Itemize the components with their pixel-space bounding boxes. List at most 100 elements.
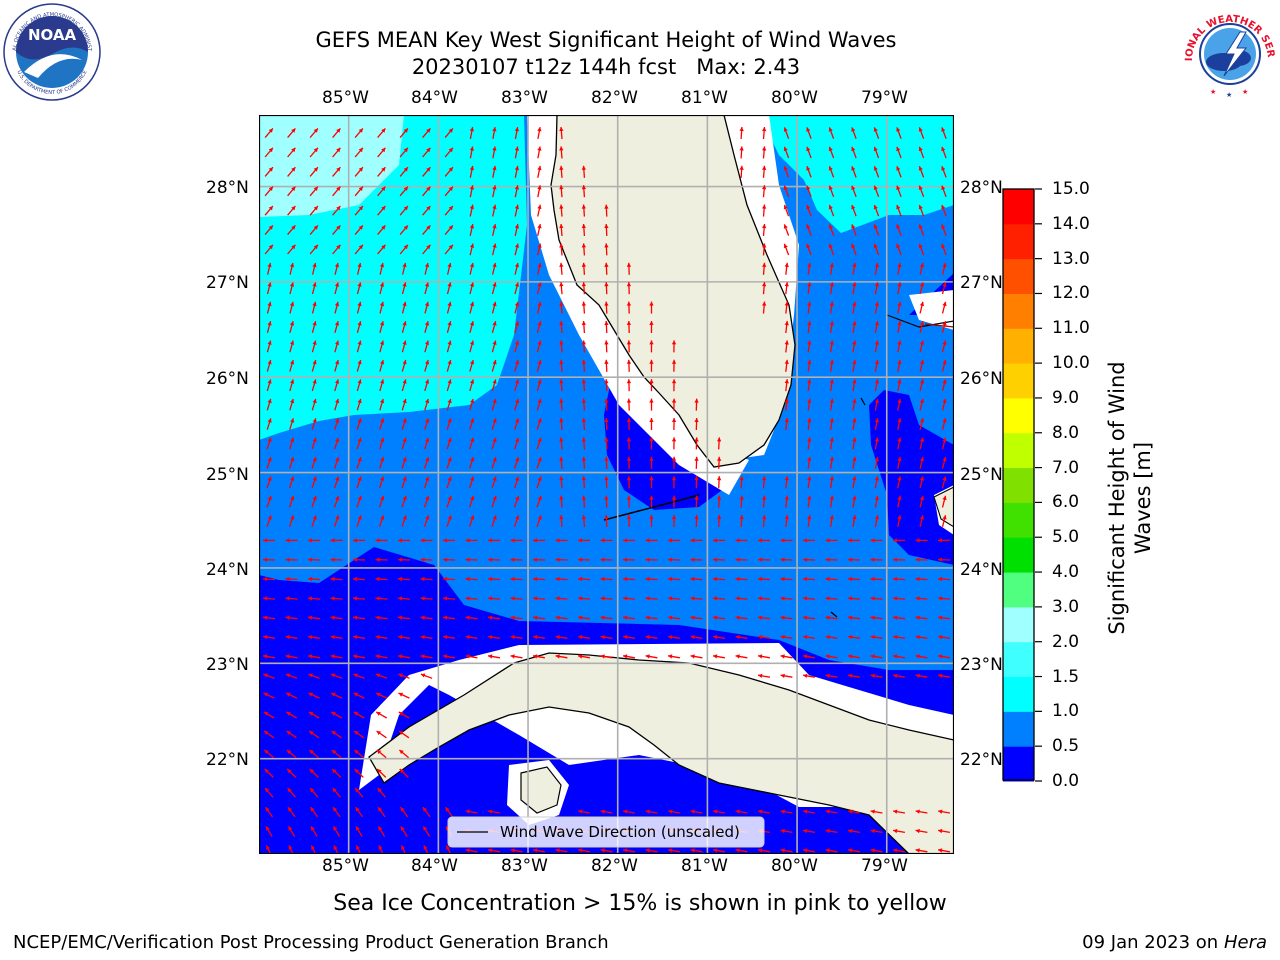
- direction-arrow-head: [378, 807, 383, 812]
- direction-arrow-head: [919, 379, 925, 384]
- direction-arrow-head: [555, 576, 560, 582]
- direction-arrow-head: [514, 263, 520, 268]
- direction-arrow-head: [852, 321, 857, 326]
- direction-arrow-head: [331, 692, 336, 697]
- direction-arrow-head: [492, 437, 497, 443]
- direction-arrow-head: [942, 476, 947, 481]
- direction-arrow-head: [290, 398, 295, 404]
- direction-arrow-head: [268, 225, 273, 230]
- direction-arrow-head: [806, 185, 811, 190]
- footer-date: 09 Jan 2023 on: [1082, 932, 1224, 953]
- direction-arrow-head: [780, 848, 785, 853]
- direction-arrow-head: [380, 437, 385, 443]
- direction-arrow-head: [874, 476, 879, 481]
- direction-arrow-head: [915, 576, 920, 582]
- direction-arrow-head: [402, 340, 407, 345]
- direction-arrow-head: [537, 457, 542, 462]
- direction-arrow-head: [308, 615, 313, 620]
- direction-arrow-head: [310, 788, 315, 793]
- direction-arrow-head: [870, 538, 875, 543]
- direction-arrow-head: [690, 576, 695, 582]
- direction-arrow-head: [671, 359, 677, 364]
- direction-arrow-head: [559, 476, 564, 481]
- direction-arrow-head: [870, 557, 875, 562]
- direction-arrow-head: [829, 282, 834, 287]
- direction-arrow-head: [870, 615, 875, 620]
- direction-arrow-head: [874, 321, 879, 326]
- direction-arrow-head: [377, 788, 382, 793]
- direction-arrow-head: [852, 301, 857, 306]
- wave-band-1.0-1.5-atlantic: [759, 115, 954, 233]
- direction-arrow-head: [897, 282, 902, 287]
- direction-arrow-head: [829, 437, 834, 442]
- direction-arrow-head: [312, 437, 317, 443]
- direction-arrow-head: [267, 495, 272, 501]
- direction-arrow-head: [559, 301, 564, 306]
- direction-arrow-head: [353, 712, 359, 716]
- direction-arrow-head: [403, 225, 408, 230]
- direction-arrow-head: [335, 515, 340, 520]
- direction-arrow-head: [694, 515, 699, 519]
- direction-arrow-head: [604, 456, 609, 461]
- lon-label-top-81w: 81°W: [681, 88, 728, 108]
- direction-arrow-head: [448, 147, 453, 153]
- direction-arrow-head: [870, 576, 875, 582]
- direction-arrow-head: [713, 596, 718, 601]
- direction-arrow-head: [783, 243, 788, 249]
- direction-arrow-head: [604, 418, 609, 423]
- direction-arrow-head: [426, 225, 431, 230]
- direction-arrow-head: [600, 809, 605, 814]
- colorbar-tick-label: 9.0: [1052, 387, 1080, 408]
- direction-arrow-head: [357, 437, 362, 443]
- direction-arrow-head: [870, 596, 875, 601]
- direction-arrow-head: [649, 456, 654, 461]
- direction-arrow-head: [310, 807, 315, 812]
- wind-wave-direction-arrows: [262, 126, 951, 854]
- direction-arrow-head: [533, 635, 538, 640]
- direction-arrow-head: [942, 340, 947, 345]
- direction-arrow-head: [333, 845, 338, 850]
- direction-arrow-head: [581, 262, 586, 267]
- direction-arrow-head: [308, 712, 314, 716]
- direction-arrow-head: [780, 809, 785, 814]
- direction-arrow-head: [375, 576, 380, 582]
- direction-arrow-head: [376, 692, 381, 697]
- footer-machine: Hera: [1223, 932, 1267, 953]
- direction-arrow-head: [510, 576, 515, 582]
- direction-arrow-head: [443, 615, 448, 620]
- direction-arrow-head: [403, 186, 408, 191]
- direction-arrow-head: [515, 418, 520, 423]
- direction-arrow-head: [358, 186, 363, 191]
- lat-label-right-27n: 27°N: [960, 273, 1003, 293]
- direction-arrow-head: [848, 538, 852, 543]
- direction-arrow-head: [874, 495, 879, 500]
- colorbar-block: [1003, 641, 1034, 678]
- direction-arrow-head: [285, 596, 290, 601]
- direction-arrow-head: [829, 301, 834, 306]
- direction-arrow-head: [807, 359, 812, 364]
- colorbar-tick-label: 0.5: [1052, 736, 1080, 757]
- direction-arrow-head: [874, 398, 879, 403]
- direction-arrow-head: [671, 340, 677, 345]
- direction-arrow-head: [807, 476, 812, 481]
- direction-arrow-head: [829, 398, 834, 403]
- direction-arrow-head: [626, 301, 632, 306]
- direction-arrow-head: [469, 282, 475, 287]
- direction-arrow-head: [333, 826, 338, 831]
- lon-label-bottom-82w: 82°W: [591, 856, 638, 876]
- direction-arrow-head: [402, 301, 407, 307]
- direction-arrow-head: [780, 635, 785, 640]
- direction-arrow-head: [784, 379, 789, 384]
- colorbar-block: [1003, 258, 1034, 294]
- direction-arrow-head: [515, 515, 520, 520]
- direction-arrow-head: [919, 495, 925, 501]
- direction-arrow-head: [264, 750, 269, 755]
- direction-arrow-head: [425, 476, 430, 481]
- direction-arrow-head: [762, 224, 767, 229]
- direction-arrow-head: [424, 321, 430, 326]
- direction-arrow-head: [852, 515, 857, 520]
- direction-arrow-head: [645, 848, 650, 853]
- direction-arrow-head: [357, 360, 362, 365]
- direction-arrow-head: [852, 340, 857, 345]
- direction-arrow-head: [852, 262, 857, 268]
